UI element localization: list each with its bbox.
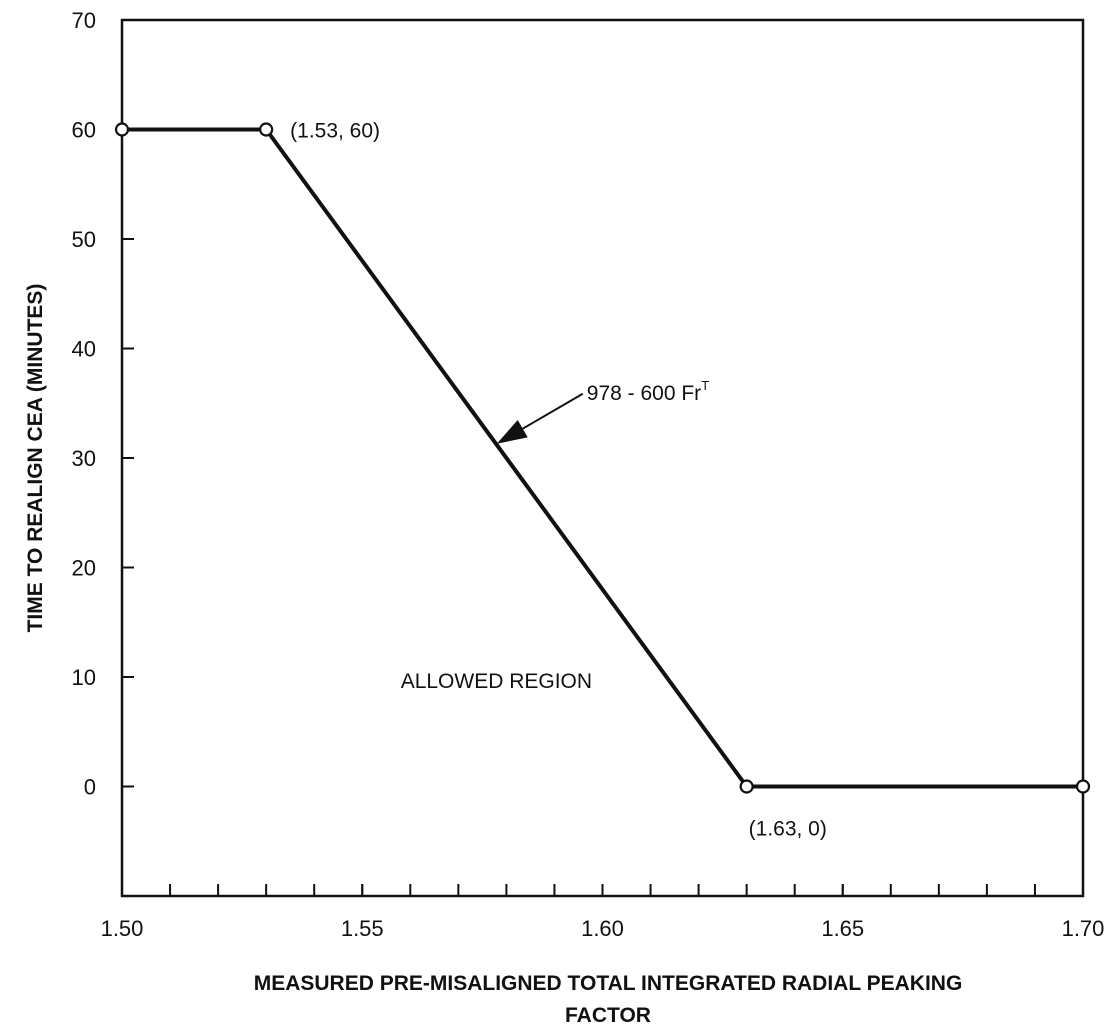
series-line [122, 127, 1083, 789]
x-tick-label: 1.60 [581, 916, 624, 941]
x-axis-label-line-2: FACTOR [565, 1004, 651, 1027]
data-point-marker [114, 122, 130, 137]
axis-tick-labels: 1.50 1.55 1.60 1.65 1.70 70 60 50 40 30 20 10 0 [72, 8, 1105, 941]
y-tick-label: 20 [72, 556, 96, 581]
x-axis-label-line-1: MEASURED PRE-MISALIGNED TOTAL INTEGRATED… [254, 972, 963, 995]
data-point-marker [739, 779, 754, 794]
x-tick-label: 1.65 [821, 916, 864, 941]
plot-frame-group [120, 18, 1085, 898]
x-tick-label: 1.50 [101, 916, 144, 941]
allowed-region-label: ALLOWED REGION [401, 670, 592, 693]
data-point-marker [1075, 779, 1091, 794]
y-tick-label: 0 [84, 775, 96, 800]
equation-arrow-line [522, 392, 584, 430]
plot-frame [120, 18, 1085, 898]
equation-label: 978 - 600 FrT [587, 378, 709, 405]
x-tick-label: 1.55 [341, 916, 384, 941]
x-tick-label: 1.70 [1062, 916, 1105, 941]
y-tick-label: 60 [72, 118, 96, 143]
point-label-1-63-0: (1.63, 0) [749, 818, 827, 841]
y-tick-label: 50 [72, 227, 96, 252]
equation-superscript: T [701, 378, 709, 393]
y-axis-label: TIME TO REALIGN CEA (MINUTES) [24, 284, 47, 633]
equation-arrow-head [496, 420, 528, 444]
equation-annotation: 978 - 600 FrT [496, 378, 709, 444]
point-label-1-53-60: (1.53, 60) [290, 120, 380, 143]
axis-ticks [121, 19, 1084, 897]
data-point-marker [259, 122, 274, 137]
y-tick-label: 40 [72, 337, 96, 362]
y-tick-label: 70 [72, 8, 96, 33]
y-tick-label: 30 [72, 446, 96, 471]
equation-base: 978 - 600 Fr [587, 382, 701, 405]
y-tick-label: 10 [72, 665, 96, 690]
series-group [114, 122, 1091, 794]
